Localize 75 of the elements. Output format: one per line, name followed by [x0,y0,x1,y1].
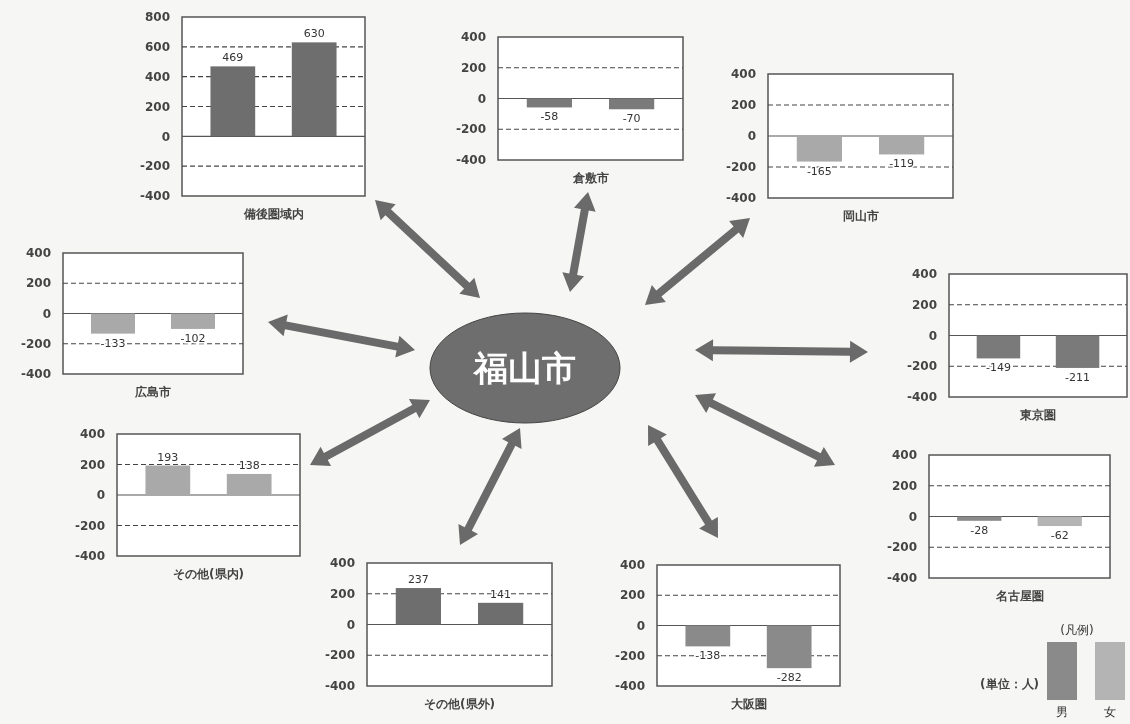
y-tick-label: 400 [329,556,355,571]
text: 女 [1104,705,1116,719]
y-tick-label: 400 [619,558,645,573]
y-tick-label: 0 [42,306,51,321]
y-tick-label: -200 [139,159,170,174]
x-axis-title: 大阪圏 [730,697,767,711]
y-tick-label: 400 [730,67,756,82]
data-label: 141 [490,587,512,601]
y-tick-label: 600 [144,40,170,55]
y-tick-label: 0 [928,328,937,343]
y-tick-label: 0 [477,91,486,106]
y-tick-label: 0 [96,488,105,503]
y-tick-label: -200 [455,122,486,137]
y-tick-label: -200 [886,540,917,555]
y-tick-label: 400 [891,448,917,463]
x-axis-title: 岡山市 [842,209,879,223]
y-tick-label: -400 [20,367,51,382]
y-tick-label: -400 [886,571,917,586]
y-tick-label: 200 [460,60,486,75]
data-label: -282 [776,671,802,685]
y-tick-label: 0 [747,129,756,144]
data-label: 237 [407,573,429,587]
y-tick-label: -400 [455,153,486,168]
y-tick-label: 0 [636,618,645,633]
x-axis-title: 広島市 [134,385,171,399]
y-tick-label: 200 [25,276,51,291]
data-label: -62 [1050,529,1069,543]
y-tick-label: 0 [161,129,170,144]
y-tick-label: -400 [74,549,105,564]
y-tick-label: 200 [911,297,937,312]
y-tick-label: 400 [144,69,170,84]
y-tick-label: 0 [346,617,355,632]
data-label: -70 [622,112,641,126]
y-tick-label: -400 [139,189,170,204]
y-tick-label: 200 [730,98,756,113]
y-tick-label: -200 [906,359,937,374]
y-tick-label: 0 [908,509,917,524]
y-tick-label: -400 [324,679,355,694]
y-tick-label: 200 [619,588,645,603]
y-tick-label: 400 [460,30,486,45]
y-tick-label: -200 [324,648,355,663]
x-axis-title: その他(県外) [424,697,495,711]
y-tick-label: -400 [725,191,756,206]
text: 福山市 [472,347,576,388]
y-tick-label: 200 [144,99,170,114]
y-tick-label: -200 [20,336,51,351]
legend-title: (凡例) [1060,623,1094,637]
data-label: -102 [180,331,206,345]
x-axis-title: 備後圏域内 [242,207,304,221]
x-axis-title: その他(県内) [173,567,244,581]
data-label: -165 [806,164,832,178]
data-label: 469 [222,51,244,65]
data-label: -28 [970,523,989,537]
x-axis-title: 名古屋圏 [994,589,1044,603]
y-tick-label: 400 [25,246,51,261]
data-label: -119 [889,157,915,171]
x-axis-title: 東京圏 [1019,408,1056,422]
text: (単位：人) [980,677,1039,691]
y-tick-label: -200 [74,518,105,533]
y-tick-label: -400 [614,679,645,694]
y-tick-label: -200 [725,160,756,175]
data-label: 630 [303,27,325,41]
y-tick-label: 800 [144,10,170,25]
data-label: 193 [157,450,179,464]
y-tick-label: -400 [906,390,937,405]
y-tick-label: 200 [891,478,917,493]
y-tick-label: -200 [614,648,645,663]
y-tick-label: 400 [79,427,105,442]
data-label: -211 [1065,370,1091,384]
y-tick-label: 400 [911,267,937,282]
x-axis-title: 倉敷市 [571,171,609,185]
text: 男 [1056,705,1068,719]
y-tick-label: 200 [79,457,105,472]
y-tick-label: 200 [329,586,355,601]
data-label: -58 [540,110,559,124]
